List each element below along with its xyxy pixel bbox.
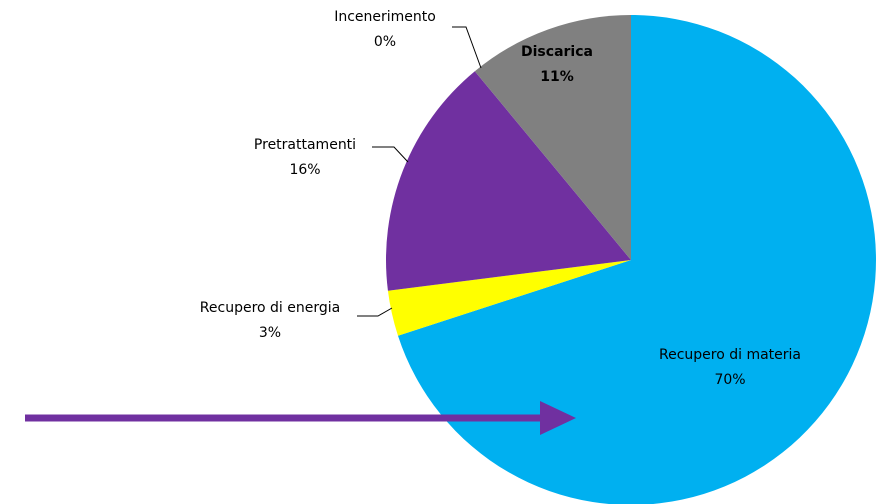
slice-label: Incenerimento <box>334 9 436 25</box>
pie-slice <box>474 15 631 260</box>
slice-label: Pretrattamenti <box>254 137 356 153</box>
slice-value-label: 3% <box>259 325 281 341</box>
slice-value-label: 0% <box>374 34 396 50</box>
pie-slice <box>387 260 631 336</box>
pie-slice <box>386 71 631 291</box>
slice-value-label: 16% <box>289 162 320 178</box>
pie-slice <box>397 15 876 504</box>
slice-label: Discarica <box>521 44 593 60</box>
leader-line <box>357 307 393 317</box>
slice-label: Recupero di energia <box>200 300 340 316</box>
leader-line <box>372 146 409 163</box>
slice-label: Recupero di materia <box>659 347 801 363</box>
slice-value-label: 11% <box>540 69 574 85</box>
leader-line <box>452 26 482 69</box>
arrow-head <box>540 401 576 435</box>
pie <box>386 15 876 504</box>
slice-value-label: 70% <box>714 372 745 388</box>
